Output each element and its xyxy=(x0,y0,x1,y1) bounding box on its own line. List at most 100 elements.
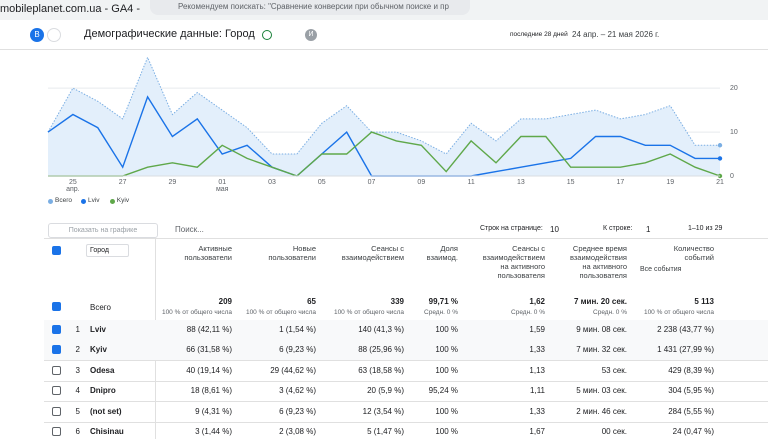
cell: 100 % xyxy=(435,406,458,416)
row-separator xyxy=(44,380,768,382)
end-point xyxy=(717,156,723,161)
total-note: 100 % от общего числа xyxy=(245,309,316,316)
cell: 63 (18,58 %) xyxy=(358,365,404,375)
dimension-select[interactable]: Город xyxy=(86,244,129,257)
row-highlight xyxy=(44,340,768,361)
column-header[interactable]: Среднее время взаимодействия на активног… xyxy=(569,244,627,280)
y-tick-label: 0 xyxy=(730,173,734,180)
cell: 284 (5,55 %) xyxy=(668,406,714,416)
row-index: 6 xyxy=(75,427,80,436)
x-tick-label: 03 xyxy=(268,179,276,186)
total-note: 100 % от общего числа xyxy=(643,309,714,316)
row-index: 5 xyxy=(75,406,80,416)
total-value: 209 xyxy=(218,297,232,306)
row-checkbox[interactable] xyxy=(52,406,61,416)
x-tick-label: 01 мая xyxy=(215,179,229,193)
avatar[interactable]: И xyxy=(305,29,317,41)
legend-label: Всего xyxy=(55,197,73,204)
cell: 304 (5,95 %) xyxy=(668,386,714,396)
total-value: 7 мин. 20 сек. xyxy=(573,297,627,306)
date-range[interactable]: 24 апр. – 21 мая 2026 г. xyxy=(572,30,660,39)
row-checkbox[interactable] xyxy=(52,365,61,375)
row-checkbox[interactable] xyxy=(52,386,61,396)
cell: 95,24 % xyxy=(428,386,458,396)
column-header[interactable]: Новые пользователи xyxy=(268,244,316,262)
y-tick-label: 20 xyxy=(730,85,738,92)
add-button[interactable] xyxy=(47,28,61,42)
total-note: Средн. 0 % xyxy=(424,309,458,316)
cell: 100 % xyxy=(435,325,458,334)
cell: 1,13 xyxy=(529,365,545,375)
total-area xyxy=(48,57,720,176)
cell: 1,67 xyxy=(529,427,545,436)
column-header[interactable]: Количество событий xyxy=(673,244,714,262)
city[interactable]: (not set) xyxy=(90,406,122,416)
x-tick-label: 13 xyxy=(516,179,525,186)
status-icon xyxy=(262,30,272,40)
column-header[interactable]: Активные пользователи xyxy=(184,244,232,262)
x-tick-label: 19 xyxy=(666,179,675,186)
column-header[interactable]: Доля взаимод. xyxy=(426,244,458,262)
cell: 140 (41,3 %) xyxy=(358,325,404,334)
pagination: 1–10 из 29 xyxy=(688,225,723,232)
cell: 9 мин. 08 сек. xyxy=(576,325,627,334)
cell: 88 (25,96 %) xyxy=(358,345,404,355)
total-value: 5 113 xyxy=(694,297,714,306)
cell: 100 % xyxy=(435,365,458,375)
event-filter[interactable]: Все события xyxy=(640,266,682,273)
search-box[interactable] xyxy=(150,0,470,15)
legend-label: Lviv xyxy=(88,197,100,204)
show-on-chart-button[interactable]: Показать на графике xyxy=(48,223,158,238)
cell: 2 238 (43,77 %) xyxy=(657,325,714,334)
rows-per-page[interactable]: 10 xyxy=(550,225,559,234)
x-tick-label: 15 xyxy=(566,179,575,186)
date-range-label: последние 28 дней xyxy=(510,31,568,38)
row-separator xyxy=(44,238,768,239)
totals-label: Всего xyxy=(90,303,111,312)
x-tick-label: 29 xyxy=(168,179,177,186)
cell: 100 % xyxy=(435,427,458,436)
cell: 18 (8,61 %) xyxy=(190,386,232,396)
row-checkbox[interactable] xyxy=(52,302,61,311)
cell: 40 (19,14 %) xyxy=(186,365,232,375)
cell: 1,33 xyxy=(529,345,545,355)
total-note: 100 % от общего числа xyxy=(161,309,232,316)
chart: 0 10 20 xyxy=(47,56,738,180)
legend-marker xyxy=(109,199,115,204)
city[interactable]: Odesa xyxy=(90,365,115,375)
row-index: 3 xyxy=(75,365,80,375)
select-all-checkbox[interactable] xyxy=(52,246,61,255)
cell: 00 сек. xyxy=(601,427,627,436)
city[interactable]: Lviv xyxy=(90,325,107,334)
city[interactable]: Dnipro xyxy=(90,386,116,396)
column-header[interactable]: Сеансы с взаимодействием xyxy=(341,244,404,262)
badge[interactable]: B xyxy=(30,28,44,42)
cell: 53 сек. xyxy=(601,365,627,375)
city[interactable]: Chisinau xyxy=(90,427,124,436)
table-search[interactable]: Поиск... xyxy=(175,225,204,234)
cell: 29 (44,62 %) xyxy=(270,365,316,375)
cell: 5 (1,47 %) xyxy=(367,427,404,436)
cell: 24 (0,47 %) xyxy=(672,427,714,436)
cell: 12 (3,54 %) xyxy=(362,406,404,416)
go-to[interactable]: 1 xyxy=(646,225,651,234)
cell: 2 (3,08 %) xyxy=(279,427,316,436)
column-header[interactable]: Сеансы с взаимодействием на активного по… xyxy=(482,244,545,280)
cell: 20 (5,9 %) xyxy=(367,386,404,396)
city[interactable]: Kyiv xyxy=(90,345,107,355)
row-checkbox[interactable] xyxy=(52,325,61,334)
row-separator xyxy=(44,401,768,403)
cell: 1,33 xyxy=(529,406,545,416)
legend-marker xyxy=(48,199,53,204)
row-checkbox[interactable] xyxy=(52,427,61,436)
cell: 100 % xyxy=(435,345,458,355)
cell: 1 (1,54 %) xyxy=(279,325,316,334)
row-checkbox[interactable] xyxy=(52,345,61,355)
row-index: 4 xyxy=(75,386,80,396)
x-tick-label: 11 xyxy=(467,179,475,186)
tab-title[interactable]: mobileplanet.com.ua - GA4 - xyxy=(0,3,141,15)
row-separator xyxy=(44,421,768,423)
cell: 3 (4,62 %) xyxy=(279,386,316,396)
total-value: 1,62 xyxy=(529,297,545,306)
